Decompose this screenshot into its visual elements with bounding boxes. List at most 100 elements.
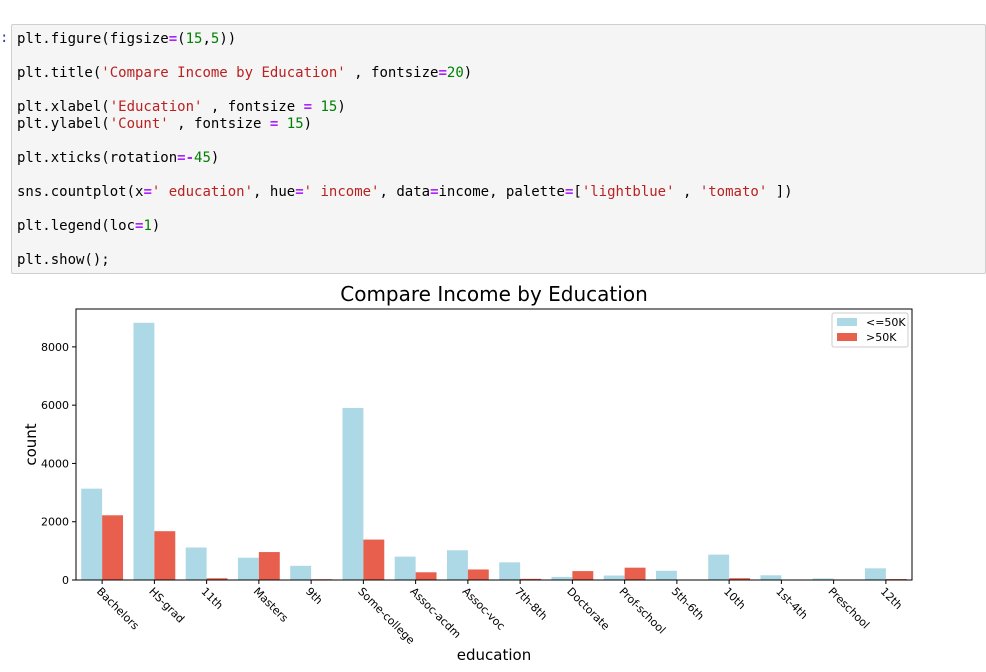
bar-low-income [760, 575, 781, 580]
code-line: plt.xticks(rotation=-45) [17, 150, 219, 167]
x-tick-label: HS-grad [146, 585, 187, 626]
code-token: , [202, 31, 210, 47]
code-token: ( [177, 31, 185, 47]
x-tick-label: 10th [721, 585, 748, 612]
x-tick-label: Assoc-voc [460, 585, 508, 633]
bar-low-income [865, 568, 886, 580]
bar-high-income [102, 515, 123, 580]
bar-low-income [81, 489, 102, 580]
code-token: , data [379, 184, 430, 200]
code-token: sns.countplot(x [17, 184, 143, 200]
code-line: plt.figure(figsize=(15,5)) [17, 31, 236, 48]
code-line: plt.title('Compare Income by Education' … [17, 65, 472, 82]
bar-low-income [133, 323, 154, 580]
code-token: = [169, 31, 177, 47]
code-token: 'Count' [110, 116, 169, 132]
plot-frame [76, 309, 912, 580]
code-cell[interactable]: plt.figure(figsize=(15,5)) plt.title('Com… [11, 24, 986, 274]
code-token: ) [337, 99, 345, 115]
code-token: =- [177, 150, 194, 166]
code-token: [ [573, 184, 581, 200]
x-tick-label: 11th [199, 585, 226, 612]
y-tick-label: 0 [62, 574, 69, 587]
bar-low-income [499, 562, 520, 580]
code-token: = [295, 184, 303, 200]
bar-low-income [342, 408, 363, 580]
y-tick-label: 8000 [41, 341, 69, 354]
code-line: plt.ylabel('Count' , fontsize = 15) [17, 116, 312, 133]
x-tick-label: Bachelors [94, 585, 142, 633]
bar-low-income [238, 558, 259, 580]
chart-title: Compare Income by Education [340, 282, 648, 306]
bar-low-income [447, 550, 468, 580]
code-token: ' income' [304, 184, 380, 200]
code-token: )) [219, 31, 236, 47]
code-token: plt.xlabel( [17, 99, 110, 115]
y-tick-label: 2000 [41, 516, 69, 529]
code-token: = [304, 99, 312, 115]
code-token: ' education' [152, 184, 253, 200]
x-tick-label: 12th [878, 585, 905, 612]
code-token: plt.ylabel( [17, 116, 110, 132]
code-token: 15 [287, 116, 304, 132]
code-token: = [438, 65, 446, 81]
code-token: plt.legend(loc [17, 218, 135, 234]
x-tick-label: 1st-4th [773, 585, 810, 622]
bar-high-income [363, 540, 384, 580]
code-token: ) [304, 116, 312, 132]
code-token: plt.figure(figsize [17, 31, 169, 47]
code-token: ) [464, 65, 472, 81]
x-tick-label: 7th-8th [512, 585, 550, 623]
code-token: , fontsize [202, 99, 303, 115]
x-axis-label: education [457, 646, 531, 664]
x-tick-label: Doctorate [564, 585, 612, 633]
y-tick-label: 6000 [41, 399, 69, 412]
code-token: ]) [767, 184, 792, 200]
legend-label: >50K [866, 331, 897, 344]
code-token: 15 [320, 99, 337, 115]
bar-high-income [468, 569, 489, 580]
legend-swatch [837, 318, 857, 326]
code-token [278, 116, 286, 132]
x-tick-label: Prof-school [617, 585, 669, 637]
x-tick-label: 5th-6th [669, 585, 707, 623]
code-line: plt.xlabel('Education' , fontsize = 15) [17, 99, 346, 116]
bar-low-income [708, 555, 729, 580]
y-tick-label: 4000 [41, 457, 69, 470]
bar-high-income [625, 568, 646, 580]
bar-low-income [604, 576, 625, 580]
x-tick-label: 9th [303, 585, 325, 607]
code-token: plt.show(); [17, 252, 110, 268]
bar-low-income [395, 557, 416, 580]
code-token: plt.xticks(rotation [17, 150, 177, 166]
bar-high-income [416, 572, 437, 580]
code-line: plt.legend(loc=1) [17, 218, 160, 235]
x-tick-label: Masters [251, 585, 291, 625]
x-tick-label: Assoc-acdm [408, 585, 464, 641]
code-token: = [143, 184, 151, 200]
code-token: , hue [253, 184, 295, 200]
bar-low-income [186, 548, 207, 580]
bar-low-income [290, 566, 311, 580]
legend-swatch [837, 333, 857, 341]
code-token: ) [211, 150, 219, 166]
input-prompt: : [0, 30, 8, 46]
code-token: income, palette [439, 184, 565, 200]
code-token: , fontsize [346, 65, 439, 81]
code-token: ) [152, 218, 160, 234]
code-token: plt.title( [17, 65, 101, 81]
code-line: plt.show(); [17, 252, 110, 269]
code-token: 45 [194, 150, 211, 166]
bar-low-income [656, 571, 677, 580]
code-token: 20 [447, 65, 464, 81]
y-axis-label: count [22, 423, 40, 465]
bar-high-income [572, 571, 593, 580]
code-line: sns.countplot(x=' education', hue=' inco… [17, 184, 793, 201]
bar-high-income [259, 552, 280, 580]
bar-high-income [154, 531, 175, 580]
x-tick-label: Preschool [826, 585, 873, 632]
code-token: 15 [186, 31, 203, 47]
code-token: 'tomato' [700, 184, 767, 200]
